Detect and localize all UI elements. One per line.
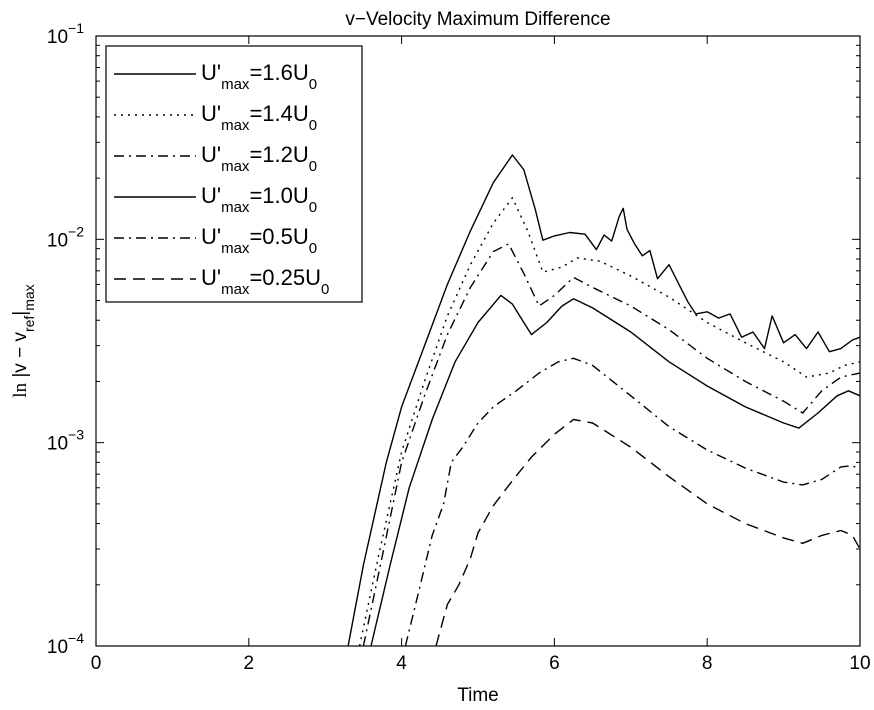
x-axis: 0 2 4 6 8 10: [91, 36, 871, 674]
series-line-1: [347, 154, 860, 646]
chart-title: v−Velocity Maximum Difference: [345, 9, 610, 30]
y-tick-label: 10−2: [47, 223, 84, 251]
y-axis: 10−4 10−3 10−2 10−1: [47, 20, 860, 658]
x-tick-label: 2: [244, 653, 255, 674]
series-line-4: [370, 294, 860, 646]
y-axis-label: ln |v − vref|max: [10, 284, 37, 397]
x-tick-label: 6: [549, 653, 560, 674]
series-line-6: [435, 418, 860, 646]
y-axis-label-ln: ln: [10, 382, 31, 397]
legend-box: [105, 45, 363, 303]
series-line-3: [362, 243, 860, 646]
series-line-2: [358, 197, 860, 646]
y-tick-label: 10−4: [47, 630, 84, 658]
x-tick-label: 0: [91, 653, 102, 674]
series-layer: [347, 154, 860, 646]
y-tick-label: 10−1: [47, 20, 84, 48]
legend-entry: U'max=1.6U0: [201, 60, 317, 93]
legend-entry: U'max=0.25U0: [201, 265, 329, 298]
series-line-5: [404, 357, 860, 646]
legend-entry: U'max=1.0U0: [201, 183, 317, 216]
legend-entry: U'max=1.2U0: [201, 142, 317, 175]
x-tick-label: 10: [849, 653, 870, 674]
legend-entry: U'max=0.5U0: [201, 224, 317, 257]
plot-frame: [95, 35, 861, 647]
legend-entry: U'max=1.4U0: [201, 101, 317, 134]
y-tick-label: 10−3: [47, 427, 84, 455]
x-tick-label: 4: [396, 653, 407, 674]
legend: U'max=1.6U0 U'max=1.4U0 U'max=1.2U0 U'max=1…: [105, 45, 363, 303]
x-tick-label: 8: [702, 653, 713, 674]
x-axis-label: Time: [457, 685, 499, 706]
